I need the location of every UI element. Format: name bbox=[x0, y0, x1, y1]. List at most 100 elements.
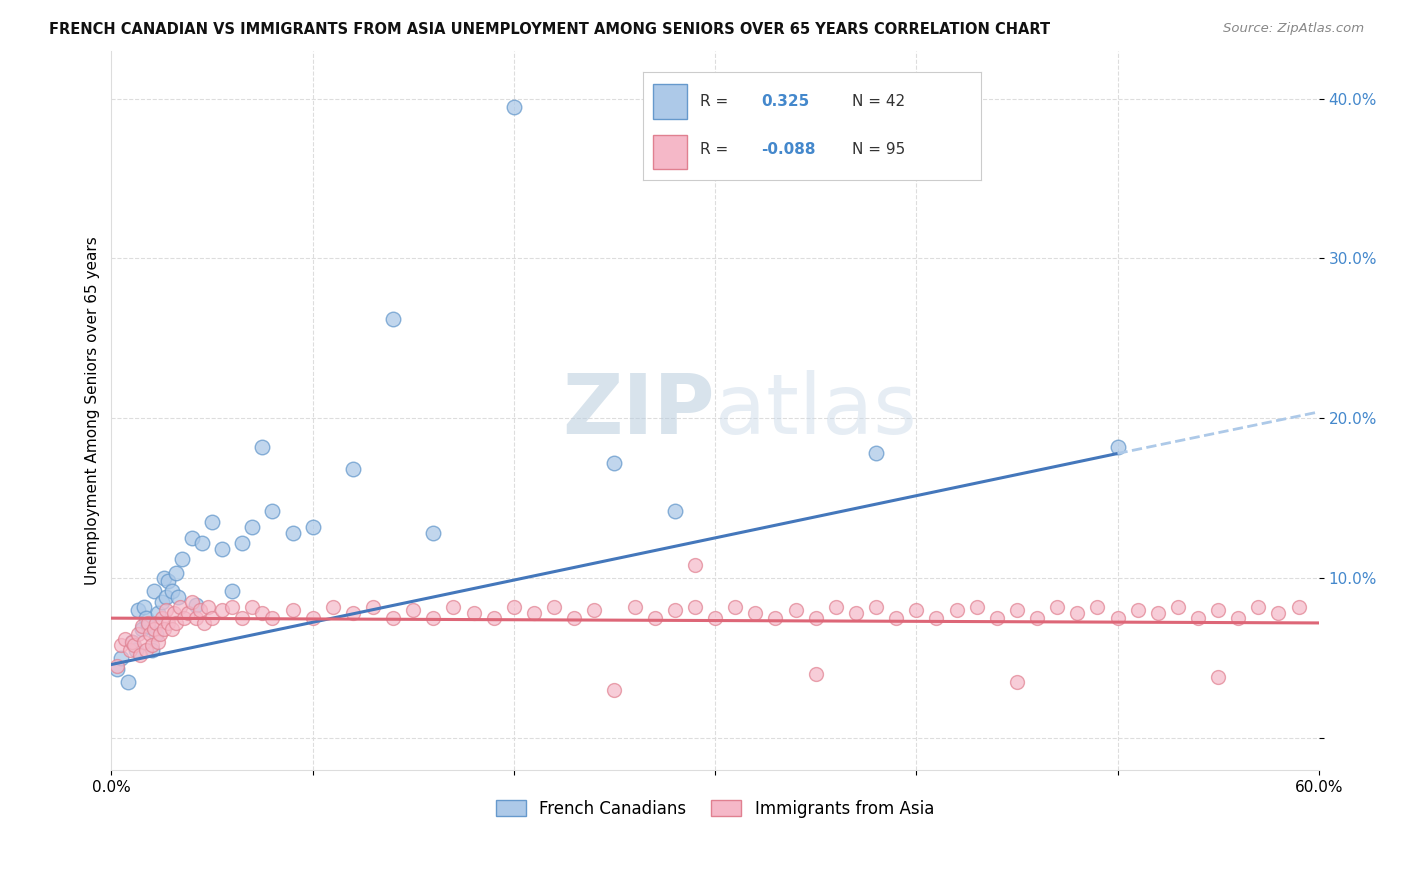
Point bbox=[342, 607, 364, 621]
Point bbox=[135, 611, 157, 625]
Point bbox=[945, 603, 967, 617]
Point bbox=[150, 611, 173, 625]
Point bbox=[180, 595, 202, 609]
Point bbox=[1046, 599, 1069, 614]
Point bbox=[1227, 611, 1250, 625]
Point bbox=[402, 603, 425, 617]
Point bbox=[382, 312, 405, 326]
Point bbox=[155, 591, 177, 605]
Point bbox=[583, 603, 606, 617]
Point bbox=[177, 607, 200, 621]
Point bbox=[121, 635, 143, 649]
Point bbox=[152, 623, 174, 637]
Legend: French Canadians, Immigrants from Asia: French Canadians, Immigrants from Asia bbox=[488, 792, 942, 826]
Point bbox=[160, 584, 183, 599]
Point bbox=[382, 611, 405, 625]
Point bbox=[502, 599, 524, 614]
Point bbox=[361, 599, 384, 614]
Point bbox=[1085, 599, 1108, 614]
Point bbox=[127, 603, 149, 617]
Point bbox=[141, 638, 163, 652]
Point bbox=[502, 100, 524, 114]
Point bbox=[156, 574, 179, 589]
Point bbox=[201, 515, 224, 529]
Point bbox=[905, 603, 928, 617]
Text: atlas: atlas bbox=[716, 370, 917, 450]
Point bbox=[160, 623, 183, 637]
Point bbox=[110, 638, 132, 652]
Point bbox=[165, 615, 187, 630]
Point bbox=[523, 607, 546, 621]
Point bbox=[150, 595, 173, 609]
Text: FRENCH CANADIAN VS IMMIGRANTS FROM ASIA UNEMPLOYMENT AMONG SENIORS OVER 65 YEARS: FRENCH CANADIAN VS IMMIGRANTS FROM ASIA … bbox=[49, 22, 1050, 37]
Point bbox=[603, 683, 626, 698]
Point bbox=[322, 599, 344, 614]
Point bbox=[252, 440, 274, 454]
Point bbox=[193, 615, 215, 630]
Point bbox=[122, 638, 145, 652]
Point bbox=[683, 558, 706, 573]
Point bbox=[132, 599, 155, 614]
Point bbox=[165, 566, 187, 581]
Point bbox=[117, 675, 139, 690]
Point bbox=[1126, 603, 1149, 617]
Point bbox=[121, 635, 143, 649]
Point bbox=[135, 643, 157, 657]
Point bbox=[623, 599, 645, 614]
Point bbox=[211, 603, 233, 617]
Point bbox=[845, 607, 868, 621]
Point bbox=[281, 603, 304, 617]
Point bbox=[603, 456, 626, 470]
Point bbox=[865, 446, 887, 460]
Point bbox=[131, 623, 153, 637]
Point bbox=[1107, 440, 1129, 454]
Point bbox=[136, 615, 159, 630]
Point bbox=[146, 607, 169, 621]
Point bbox=[180, 531, 202, 545]
Point bbox=[184, 611, 207, 625]
Point bbox=[132, 635, 155, 649]
Y-axis label: Unemployment Among Seniors over 65 years: Unemployment Among Seniors over 65 years bbox=[86, 236, 100, 585]
Point bbox=[231, 536, 253, 550]
Point bbox=[128, 648, 150, 662]
Point bbox=[543, 599, 565, 614]
Point bbox=[884, 611, 907, 625]
Point bbox=[1026, 611, 1049, 625]
Point bbox=[644, 611, 666, 625]
Point bbox=[110, 651, 132, 665]
Point bbox=[683, 599, 706, 614]
Point bbox=[1146, 607, 1168, 621]
Point bbox=[1206, 603, 1229, 617]
Point bbox=[1107, 611, 1129, 625]
Point bbox=[1267, 607, 1289, 621]
Point bbox=[744, 607, 766, 621]
Point bbox=[463, 607, 485, 621]
Point bbox=[1005, 603, 1028, 617]
Point bbox=[146, 635, 169, 649]
Point bbox=[1288, 599, 1310, 614]
Point bbox=[155, 603, 177, 617]
Point bbox=[107, 659, 129, 673]
Point bbox=[724, 599, 747, 614]
Point bbox=[231, 611, 253, 625]
Point bbox=[1187, 611, 1209, 625]
Point bbox=[163, 607, 186, 621]
Point bbox=[804, 667, 827, 681]
Point bbox=[127, 627, 149, 641]
Point bbox=[142, 623, 165, 637]
Point bbox=[422, 611, 444, 625]
Point bbox=[211, 542, 233, 557]
Point bbox=[145, 627, 167, 641]
Point bbox=[173, 611, 195, 625]
Point bbox=[765, 611, 787, 625]
Point bbox=[925, 611, 948, 625]
Point bbox=[138, 627, 160, 641]
Point bbox=[107, 662, 129, 676]
Point bbox=[664, 504, 686, 518]
Point bbox=[240, 599, 263, 614]
Point bbox=[197, 599, 219, 614]
Point bbox=[1206, 670, 1229, 684]
Point bbox=[221, 584, 243, 599]
Point bbox=[156, 615, 179, 630]
Point bbox=[262, 504, 284, 518]
